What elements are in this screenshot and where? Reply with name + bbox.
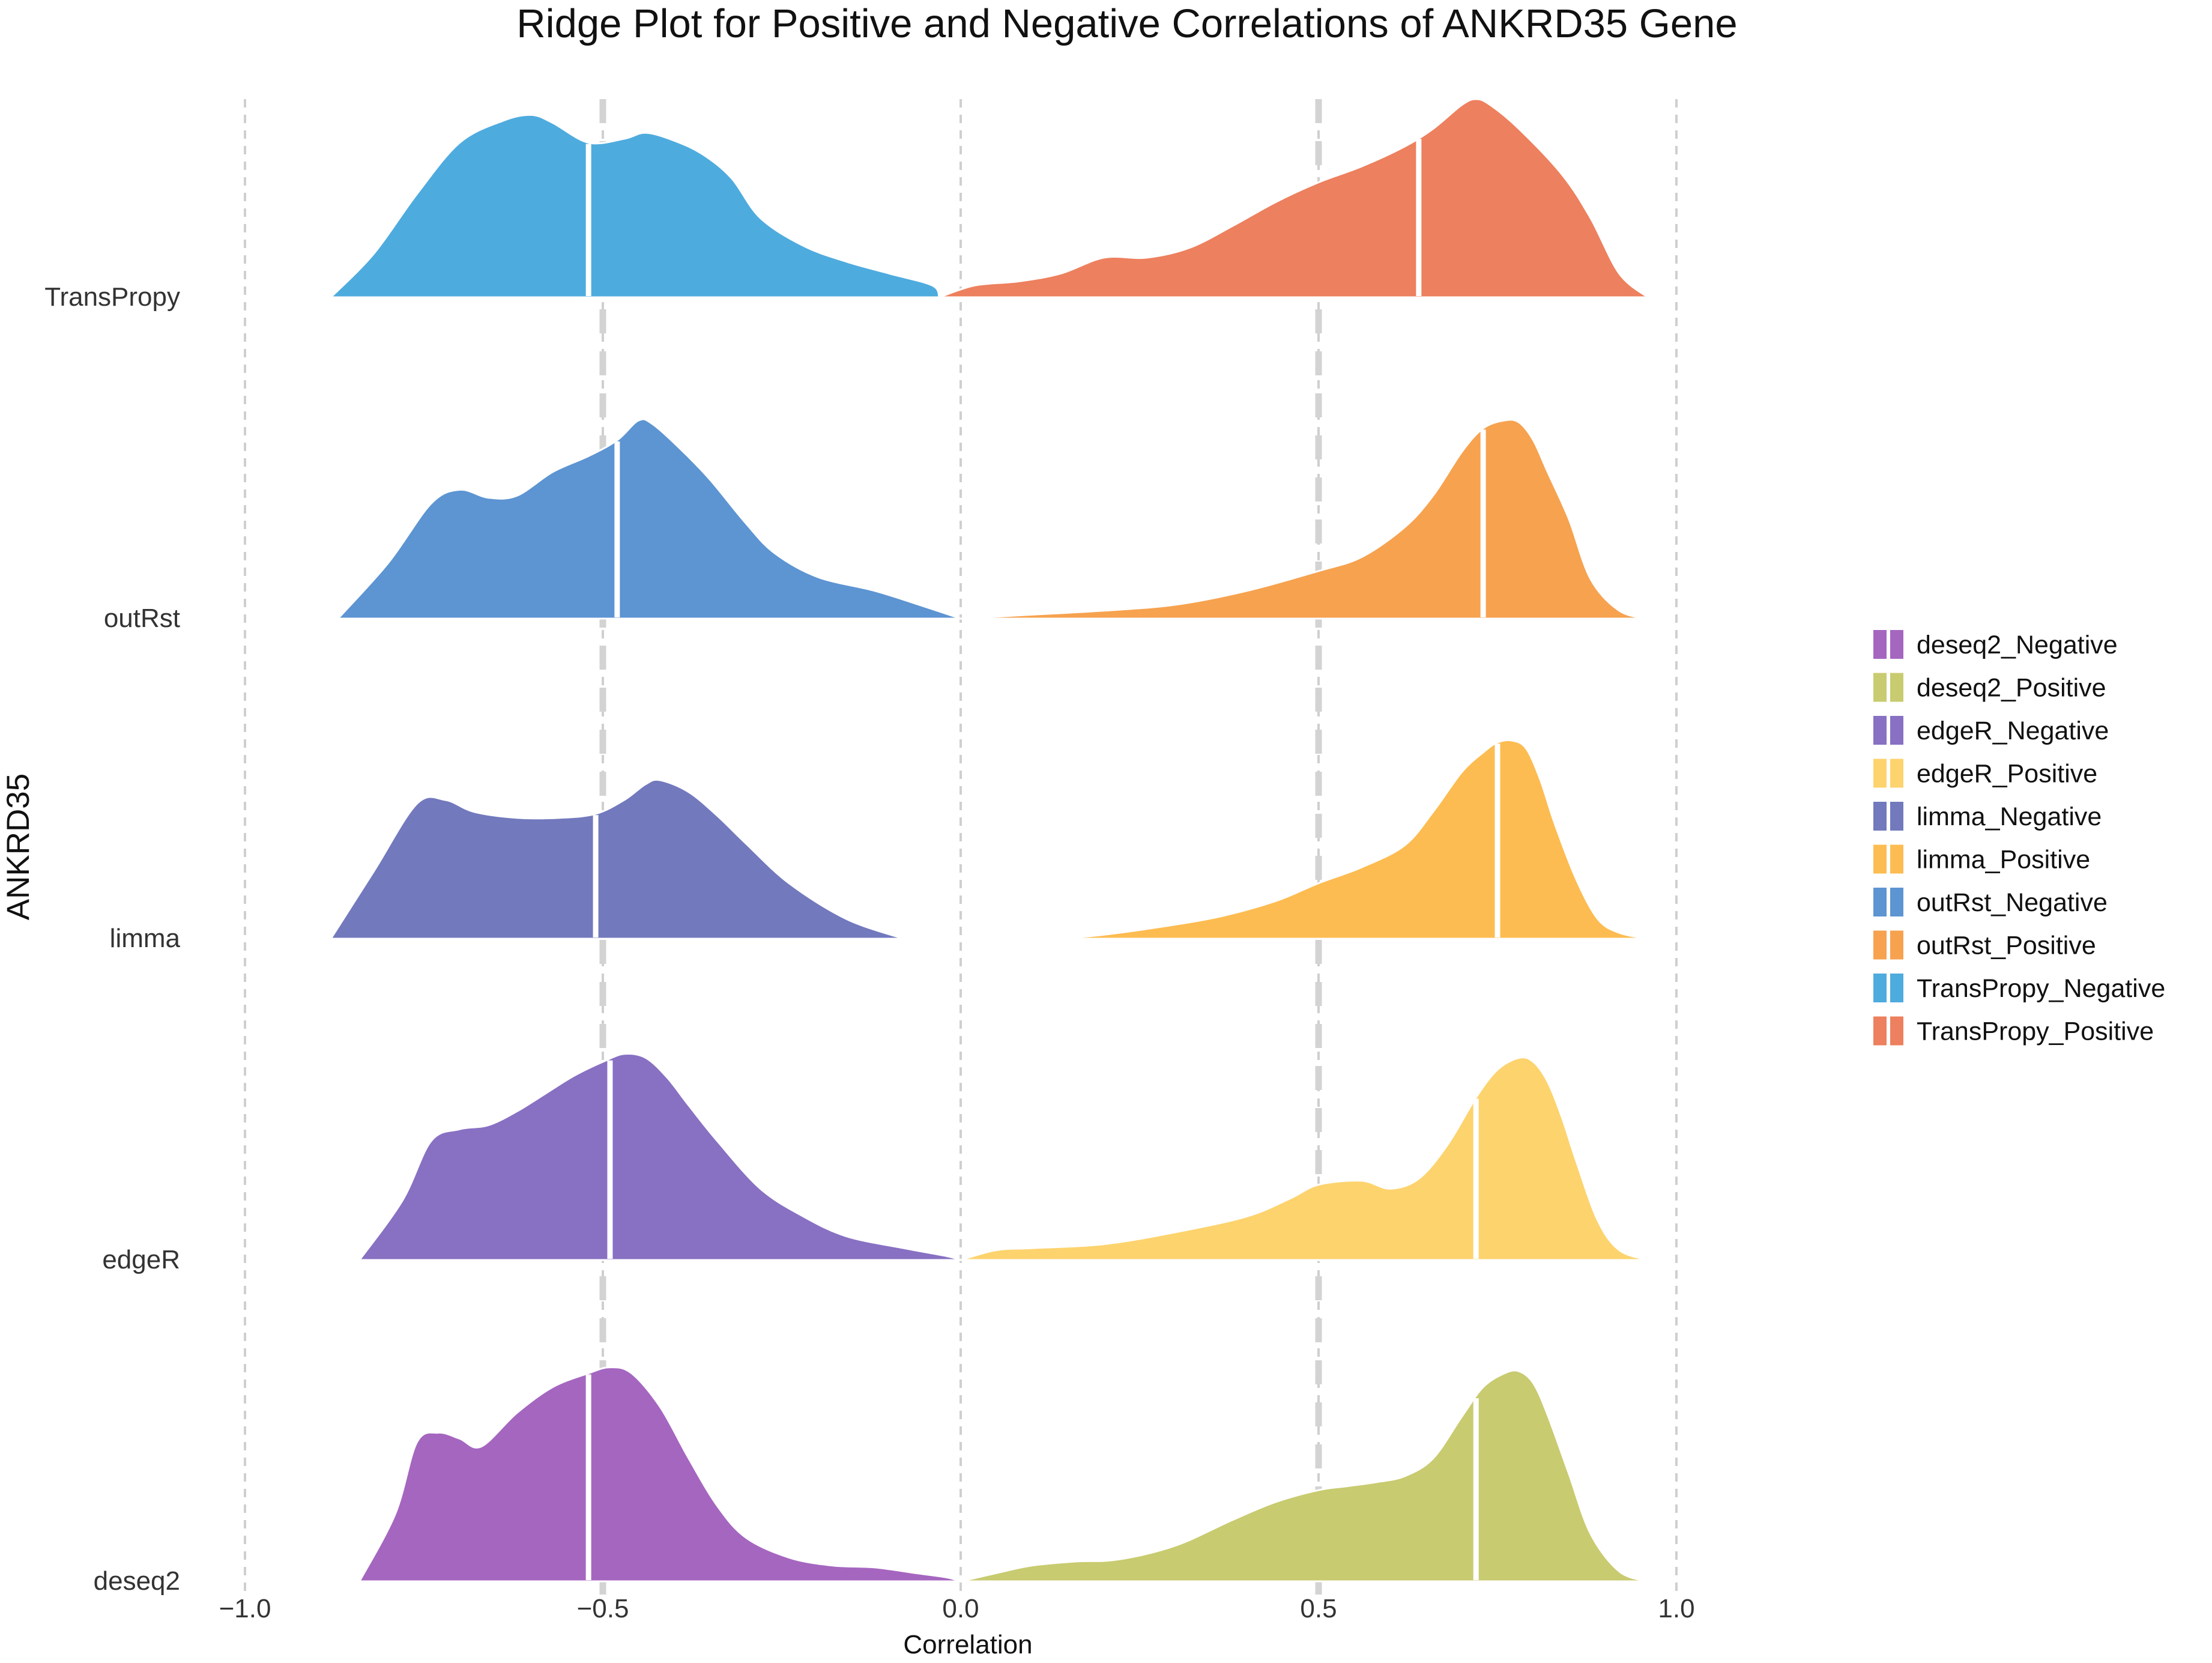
x-tick-label: −0.5 [577,1594,629,1623]
y-axis-label: ANKRD35 [1,774,36,920]
x-tick-label: −1.0 [219,1594,271,1623]
y-tick-label: limma [110,924,181,953]
legend-item: TransPropy_Negative [1873,974,2165,1003]
legend-label: TransPropy_Negative [1917,974,2165,1003]
y-tick-label: TransPropy [44,282,180,312]
chart-title: Ridge Plot for Positive and Negative Cor… [516,1,1737,46]
legend-label: outRst_Negative [1917,888,2108,917]
legend-swatch [1890,630,1903,659]
ridge-outrst-negative [336,418,961,620]
legend-label: deseq2_Positive [1917,674,2106,703]
legend-item: limma_Negative [1873,802,2102,831]
legend-swatch [1890,759,1903,788]
x-axis-label: Correlation [903,1630,1032,1659]
ridge-transpropy-positive [938,98,1651,298]
x-tick-label: 0.0 [942,1594,979,1623]
legend-swatch [1873,1016,1887,1046]
legend-swatch [1873,759,1887,788]
legend-label: limma_Negative [1917,802,2102,831]
legend-item: deseq2_Positive [1873,673,2106,703]
legend-swatch [1890,930,1903,960]
y-tick-label: edgeR [102,1245,180,1274]
legend-item: outRst_Negative [1873,888,2108,917]
legend-swatch [1890,974,1903,1002]
y-tick-label: outRst [104,604,180,633]
legend-swatch [1890,673,1903,702]
legend-label: limma_Positive [1917,846,2090,874]
legend-item: deseq2_Negative [1873,630,2118,659]
legend-item: edgeR_Negative [1873,716,2109,745]
legend-label: edgeR_Positive [1917,760,2097,789]
y-tick-label: deseq2 [94,1566,180,1596]
y-ticks: deseq2 edgeR limma outRst TransPropy [44,282,180,1596]
legend-swatch [1873,673,1887,702]
legend-item: outRst_Positive [1873,930,2096,960]
legend-swatch [1873,844,1887,874]
legend-swatch [1873,716,1887,745]
legend-swatch [1873,930,1887,960]
legend-item: TransPropy_Positive [1873,1016,2154,1046]
legend-label: TransPropy_Positive [1917,1017,2154,1046]
x-tick-label: 1.0 [1658,1594,1694,1623]
legend-item: edgeR_Positive [1873,759,2097,789]
ridge-deseq2-positive [960,1369,1648,1583]
legend-label: outRst_Positive [1917,931,2096,960]
legend: deseq2_Negative deseq2_Positive edgeR_Nega… [1873,630,2165,1046]
ridge-limma-positive [1060,739,1648,940]
legend-swatch [1890,802,1903,831]
ridge-deseq2-negative [358,1366,961,1583]
ridges [328,98,1651,1583]
legend-swatch [1890,716,1903,745]
ridge-transpropy-negative [328,114,941,298]
legend-swatch [1890,888,1903,916]
ridge-outrst-positive [960,419,1648,620]
legend-swatch [1873,630,1887,659]
ridge-edger-negative [357,1052,961,1261]
legend-label: edgeR_Negative [1917,716,2109,745]
legend-swatch [1890,1016,1903,1046]
legend-swatch [1890,844,1903,874]
legend-item: limma_Positive [1873,844,2090,874]
legend-swatch [1873,974,1887,1002]
ridge-edger-positive [960,1056,1648,1261]
legend-swatch [1873,802,1887,831]
legend-swatch [1873,888,1887,916]
x-tick-label: 0.5 [1300,1594,1337,1623]
ridge-limma-negative [329,778,904,940]
legend-label: deseq2_Negative [1917,631,2118,659]
x-ticks: −1.0 −0.5 0.0 0.5 1.0 [219,1594,1695,1623]
